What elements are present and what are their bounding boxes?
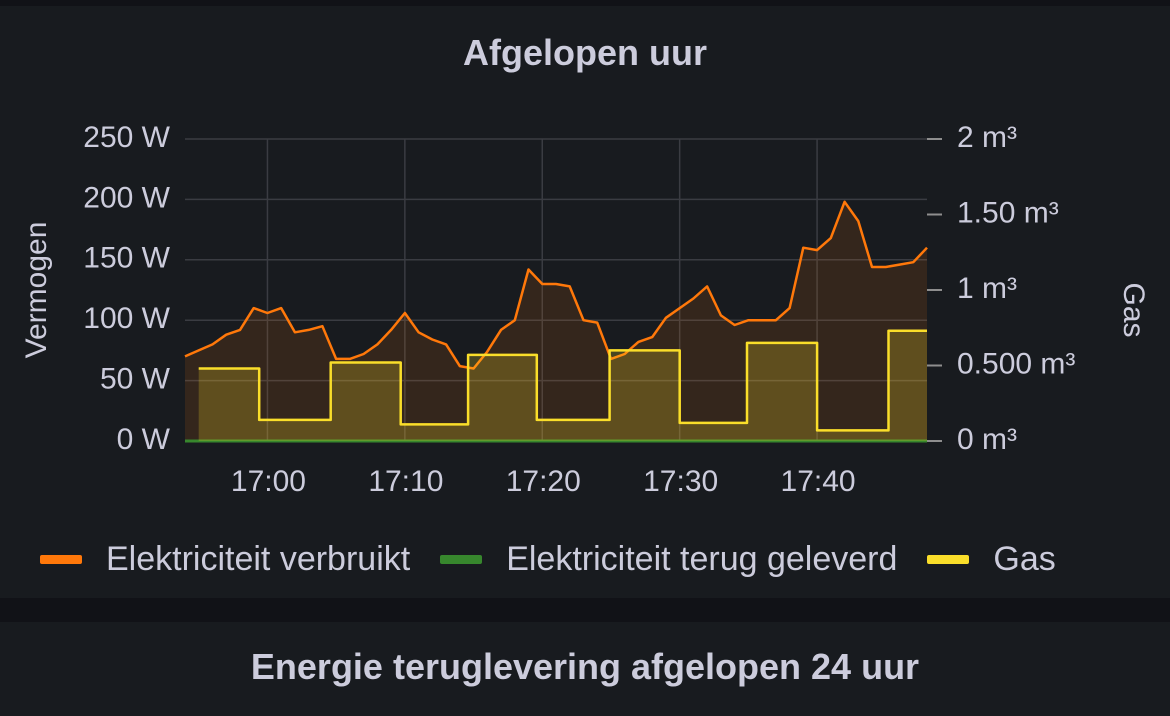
legend-label: Elektriciteit verbruikt (106, 539, 411, 578)
series-area (185, 201, 927, 441)
y-tick-label-left: 250 W (83, 121, 170, 154)
legend-swatch (440, 554, 483, 564)
x-tick-label: 17:30 (643, 465, 718, 498)
x-tick-label: 17:20 (506, 465, 581, 498)
chart-panel: Afgelopen uur Elektriciteit verbruikt Ele… (0, 6, 1170, 598)
y-tick-label-left: 0 W (117, 423, 171, 456)
y-axis-label-right: Gas (1117, 282, 1150, 337)
chart-legend: Elektriciteit verbruikt Elektriciteit ter… (40, 536, 1056, 582)
series-area (198, 330, 927, 441)
panel-title[interactable]: Afgelopen uur (463, 32, 707, 73)
series-line (198, 329, 927, 432)
y-tick-label-right: 0.500 m³ (957, 347, 1075, 380)
legend-swatch (927, 554, 970, 564)
series-line (184, 200, 928, 370)
y-axis-label-left: Vermogen (20, 222, 53, 359)
x-tick-label: 17:40 (781, 465, 856, 498)
chart-panel-energy: Energie teruglevering afgelopen 24 uur (0, 622, 1170, 716)
y-tick-label-right: 2 m³ (957, 121, 1017, 154)
x-tick-label: 17:00 (231, 465, 306, 498)
y-tick-label-right: 0 m³ (957, 423, 1017, 456)
legend-label: Gas (993, 539, 1056, 578)
legend-label: Elektriciteit terug geleverd (506, 539, 898, 578)
legend-item[interactable]: Elektriciteit terug geleverd (440, 540, 897, 579)
y-tick-label-left: 50 W (100, 363, 171, 396)
y-tick-label-left: 150 W (83, 242, 170, 275)
legend-item[interactable]: Gas (927, 539, 1056, 579)
y-tick-label-left: 100 W (83, 302, 170, 335)
legend-item[interactable]: Elektriciteit verbruikt (40, 540, 410, 579)
y-tick-label-right: 1 m³ (957, 272, 1017, 305)
panel-title-energy[interactable]: Energie teruglevering afgelopen 24 uur (250, 646, 920, 687)
y-tick-label-right: 1.50 m³ (957, 196, 1059, 229)
x-tick-label: 17:10 (368, 465, 443, 498)
legend-swatch (40, 554, 82, 564)
y-tick-label-left: 200 W (83, 181, 170, 214)
